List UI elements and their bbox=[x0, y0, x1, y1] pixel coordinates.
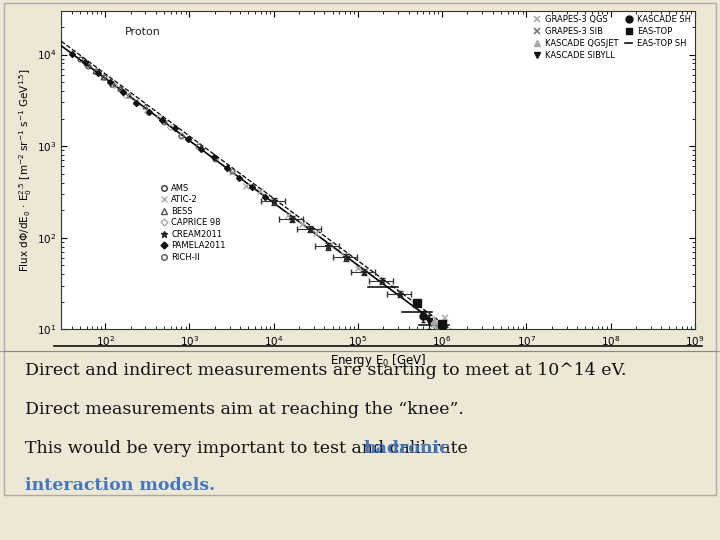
Y-axis label: Flux d$\Phi$/dE$_0$ $\cdot$ E$_0^{2.5}$ [m$^{-2}$ sr$^{-1}$ s$^{-1}$ GeV$^{1.5}$: Flux d$\Phi$/dE$_0$ $\cdot$ E$_0^{2.5}$ … bbox=[17, 68, 34, 272]
Legend: GRAPES-3 QGS, GRAPES-3 SIB, KASCADE QGSJET, KASCADE SIBYLL, KASCADE SH, EAS-TOP,: GRAPES-3 QGS, GRAPES-3 SIB, KASCADE QGSJ… bbox=[533, 15, 690, 60]
Text: hadronic: hadronic bbox=[363, 440, 450, 457]
Text: Proton: Proton bbox=[125, 26, 161, 37]
X-axis label: Energy E$_0$ [GeV]: Energy E$_0$ [GeV] bbox=[330, 352, 426, 369]
Text: Direct and indirect measurements are starting to meet at 10^14 eV.: Direct and indirect measurements are sta… bbox=[25, 362, 626, 380]
Text: This would be very important to test and calibrate: This would be very important to test and… bbox=[25, 440, 474, 457]
Text: interaction models.: interaction models. bbox=[25, 477, 215, 494]
Text: Direct measurements aim at reaching the “knee”.: Direct measurements aim at reaching the … bbox=[25, 401, 464, 418]
